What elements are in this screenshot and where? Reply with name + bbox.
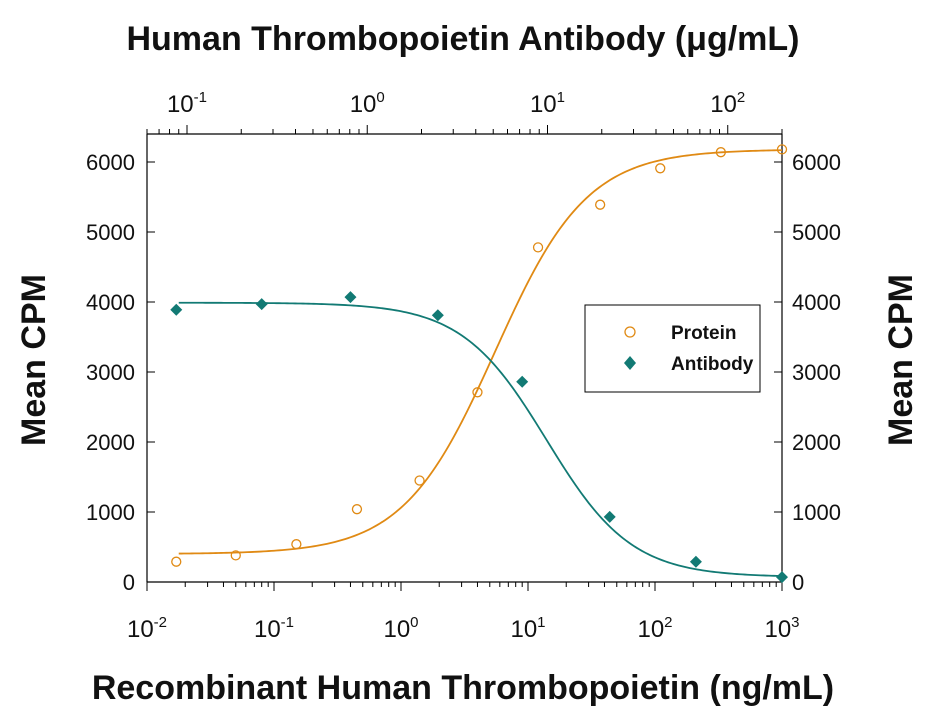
x-tick-label-top: 10-1 [167,89,207,118]
y-axis-label-left: Mean CPM [15,274,53,446]
protein-data-point [532,242,544,253]
antibody-data-point [776,571,788,584]
x-tick-label-bottom: 10-1 [254,614,294,643]
legend-antibody-label: Antibody [671,354,754,375]
x-tick-label-bottom: 10-2 [127,614,167,643]
y-tick-label-left: 0 [123,570,135,595]
y-tick-label-right: 5000 [792,220,841,245]
y-tick-label-left: 3000 [86,360,135,385]
legend-antibody-marker [624,356,636,370]
protein-data-point [655,163,666,174]
chart-title: Human Thrombopoietin Antibody (μg/mL) [126,20,799,58]
y-tick-label-left: 1000 [86,500,135,525]
x-tick-label-bottom: 103 [764,614,799,643]
y-tick-label-right: 1000 [792,500,841,525]
y-tick-label-right: 3000 [792,360,841,385]
protein-data-point [472,387,483,398]
protein-fit-curve [178,149,783,555]
data-points-group [170,144,788,584]
y-tick-label-right: 4000 [792,290,841,315]
x-tick-label-top: 101 [530,89,565,118]
legend-box [584,304,761,393]
legend-protein-label: Protein [671,323,736,344]
protein-data-point [291,539,302,550]
antibody-data-point [516,375,529,388]
y-tick-label-left: 6000 [86,150,135,175]
antibody-data-point [689,555,702,568]
protein-data-point [351,504,363,515]
antibody-data-point [255,298,268,311]
x-tick-label-top: 102 [710,89,745,118]
fit-curves-group [178,149,783,577]
antibody-fit-curve [178,301,783,577]
x-tick-label-top: 100 [350,89,385,118]
protein-data-point [414,475,425,486]
antibody-data-point [344,291,357,304]
axes-group: 0 0 1000 1000 2000 2000 3000 3000 4000 4000 5000 50… [86,89,841,643]
y-tick-label-left: 4000 [86,290,135,315]
antibody-data-point [431,309,444,322]
legend: Protein Antibody [584,304,761,393]
y-tick-label-left: 2000 [86,430,135,455]
protein-data-point [171,556,182,567]
x-tick-label-bottom: 102 [637,614,672,643]
protein-data-point [715,147,727,158]
x-tick-label-bottom: 101 [510,614,545,643]
x-tick-label-bottom: 100 [383,614,418,643]
antibody-data-point [170,303,183,316]
y-tick-label-right: 6000 [792,150,841,175]
y-tick-label-left: 5000 [86,220,135,245]
protein-data-point [595,199,606,210]
protein-data-point [230,550,241,561]
x-axis-label: Recombinant Human Thrombopoietin (ng/mL) [92,669,834,707]
y-tick-label-right: 0 [792,570,804,595]
antibody-data-point [603,510,616,523]
legend-protein-marker [624,326,636,338]
y-tick-label-right: 2000 [792,430,841,455]
protein-data-point [776,144,788,155]
y-axis-label-right: Mean CPM [882,274,920,446]
